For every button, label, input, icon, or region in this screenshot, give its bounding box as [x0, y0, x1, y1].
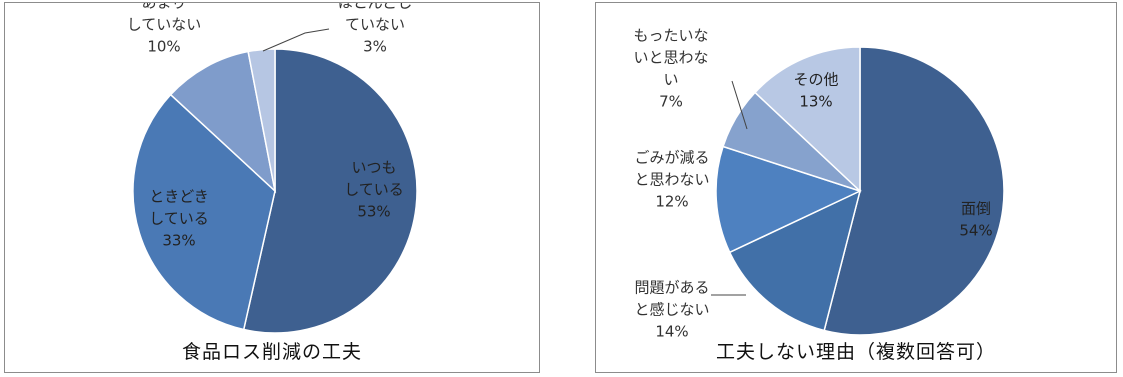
slice-category-label: している: [149, 210, 209, 228]
slice-percent-label: 53%: [357, 203, 390, 221]
slice-category-label: ごみが減る: [634, 149, 709, 167]
slice-category-label: ていない: [345, 16, 405, 34]
pie-slice: [169, 50, 277, 194]
pie-slice: [242, 48, 418, 334]
slice-category-label: している: [344, 181, 404, 199]
leader-line: [262, 28, 330, 52]
slice-category-label: いと思わな: [633, 49, 708, 67]
slice-percent-label: 3%: [363, 38, 387, 56]
pie-slice: [132, 93, 276, 331]
pie-slice: [753, 46, 861, 193]
pie-slice: [247, 48, 276, 192]
chart-panel-reasons: 工夫しない理由（複数回答可） 面倒 54% 問題があると感じない 14% ごみが減ると思…: [595, 2, 1117, 373]
chart-title: 工夫しない理由（複数回答可）: [716, 341, 996, 363]
slice-category-label: ときどき: [149, 188, 209, 206]
slice-category-label: その他: [793, 71, 838, 89]
leader-line: [731, 80, 748, 130]
slice-percent-label: 54%: [959, 222, 992, 240]
slice-percent-label: 33%: [162, 232, 195, 250]
pie-slice: [728, 189, 862, 332]
slice-percent-label: 13%: [799, 93, 832, 111]
slice-percent-label: 7%: [659, 93, 683, 111]
slice-percent-label: 10%: [147, 38, 180, 56]
chart-title: 食品ロス削減の工夫: [182, 341, 362, 363]
pie-slice: [823, 46, 1005, 336]
pie-slice: [715, 145, 863, 254]
chart-panel-food-loss: 食品ロス削減の工夫 いつもしている53%ときどきしている33%あまりしていない1…: [4, 2, 540, 373]
pie-chart-food-loss: 食品ロス削減の工夫 いつもしている53%ときどきしている33%あまりしていない1…: [127, 3, 418, 363]
slice-category-label: もったいな: [633, 27, 708, 45]
slice-category-label: と思わない: [634, 171, 709, 189]
slice-category-label: 面倒: [961, 200, 991, 218]
slice-percent-label: 14%: [655, 323, 688, 341]
slice-category-label: ほとんどし: [338, 3, 413, 12]
slice-category-label: と感じない: [634, 301, 709, 319]
slice-category-label: い: [663, 71, 678, 89]
slice-category-label: 問題がある: [634, 279, 709, 297]
slice-category-label: いつも: [351, 159, 396, 177]
slice-percent-label: 12%: [655, 193, 688, 211]
slice-category-label: していない: [127, 16, 202, 34]
slice-category-label: あまり: [141, 3, 186, 12]
